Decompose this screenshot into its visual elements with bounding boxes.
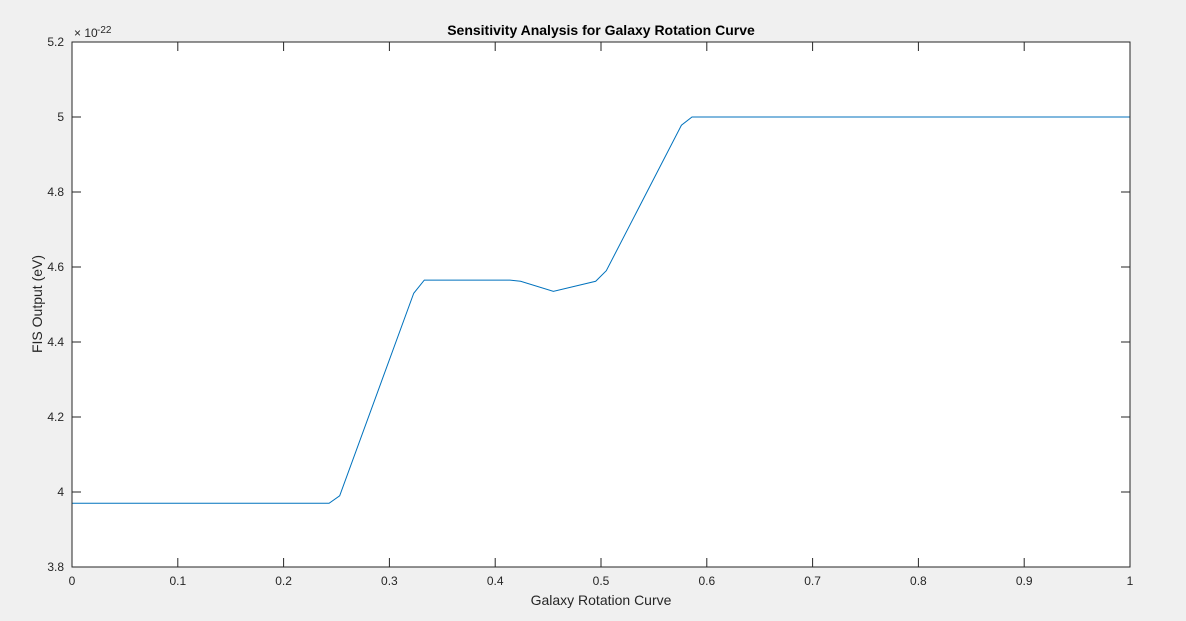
data-layer xyxy=(72,116,1130,504)
x-tick-label: 0.6 xyxy=(698,574,715,588)
y-tick-label: 4 xyxy=(57,485,64,499)
plot-area xyxy=(72,42,1130,567)
x-tick-label: 0.5 xyxy=(593,574,610,588)
x-axis-label: Galaxy Rotation Curve xyxy=(531,592,672,608)
y-tick-label: 4.4 xyxy=(47,335,64,349)
x-tick-label: 0.7 xyxy=(804,574,821,588)
x-tick-label: 1 xyxy=(1127,574,1134,588)
chart-title: Sensitivity Analysis for Galaxy Rotation… xyxy=(447,22,755,38)
y-axis-label: FIS Output (eV) xyxy=(29,255,45,353)
x-tick-label: 0.3 xyxy=(381,574,398,588)
y-tick-label: 5.2 xyxy=(47,35,64,49)
x-tick-label: 0.8 xyxy=(910,574,927,588)
ticks-layer: 0 0.1 0.2 0.3 0.4 0.5 0.6 0.7 0.8 0.9 1 3.8 4 4.2 4.4 4… xyxy=(47,35,1133,588)
x-tick-label: 0.9 xyxy=(1016,574,1033,588)
y-tick-label: 4.2 xyxy=(47,410,64,424)
y-tick-label: 5 xyxy=(57,110,64,124)
plot-border xyxy=(71,41,1131,568)
x-tick-label: 0 xyxy=(69,574,76,588)
x-tick-label: 0.1 xyxy=(169,574,186,588)
y-exponent-value: -22 xyxy=(97,25,112,36)
x-tick-label: 0.2 xyxy=(275,574,292,588)
series-line xyxy=(72,116,1130,504)
x-tick-label: 0.4 xyxy=(487,574,504,588)
y-tick-label: 3.8 xyxy=(47,560,64,574)
y-exponent-prefix: × 10 xyxy=(74,26,98,40)
y-tick-label: 4.6 xyxy=(47,260,64,274)
y-tick-label: 4.8 xyxy=(47,185,64,199)
